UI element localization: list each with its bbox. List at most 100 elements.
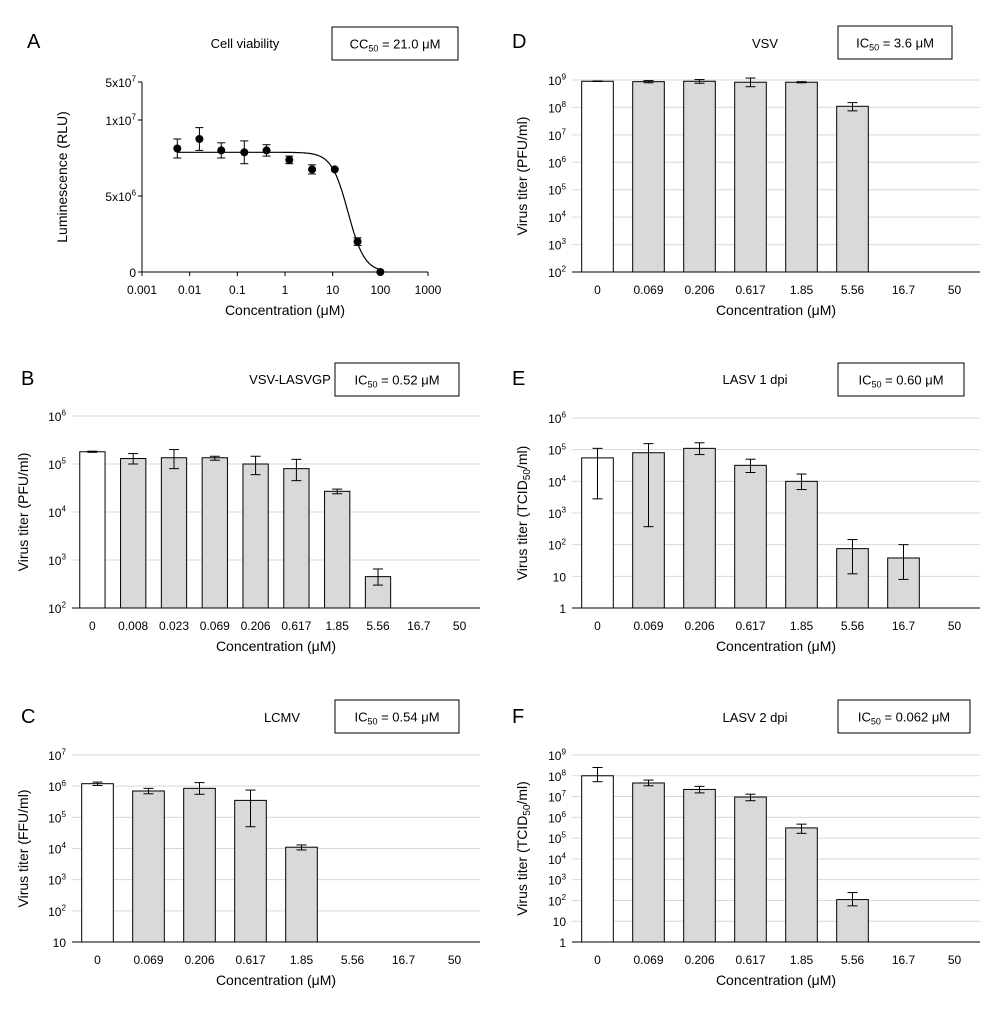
y-tick-label-exp: 5: [561, 442, 566, 451]
y-tick-label-base: 10: [48, 843, 62, 857]
stat-sub: 50: [367, 380, 377, 390]
x-tick-label: 5.56: [841, 283, 865, 297]
y-axis-label-main: Virus titer (TCID: [514, 480, 530, 580]
stat-prefix: IC: [856, 36, 869, 51]
y-tick-label-base: 1: [559, 936, 566, 950]
bar: [160, 457, 188, 609]
y-tick-label-base: 1: [559, 602, 566, 616]
panel-E: E LASV 1 dpi IC50 = 0.60 μM110102103104105…: [512, 362, 980, 654]
y-tick-label: 102: [48, 903, 66, 918]
y-tick-label-exp: 6: [561, 411, 566, 420]
x-tick-label: 1000: [415, 283, 442, 297]
chart-title: LASV 1 dpi: [722, 372, 787, 387]
bar: [79, 451, 106, 609]
stat-prefix: IC: [858, 373, 871, 388]
data-point: [173, 144, 182, 153]
stat-sub: 50: [367, 717, 377, 727]
y-tick-label-base: 1x10: [105, 114, 131, 128]
x-tick-label: 0.1: [229, 283, 246, 297]
data-point: [217, 146, 226, 155]
bar: [132, 790, 165, 943]
y-tick-label-exp: 7: [561, 789, 566, 798]
x-tick-label: 0: [594, 619, 601, 633]
y-tick-label-base: 10: [548, 894, 562, 908]
y-axis-label-tail: /ml): [514, 781, 530, 804]
y-tick-label: 102: [548, 265, 566, 280]
y-tick-label-base: 10: [48, 905, 62, 919]
y-axis-label: Luminescence (RLU): [54, 111, 70, 243]
stat-prefix: IC: [354, 710, 367, 725]
bar: [683, 447, 716, 609]
x-tick-label: 16.7: [407, 619, 431, 633]
y-tick-label: 104: [48, 505, 66, 520]
y-tick-label-exp: 5: [561, 182, 566, 191]
y-tick-label: 1: [559, 602, 566, 616]
data-point: [240, 148, 249, 157]
x-tick-label: 0.023: [159, 619, 189, 633]
x-tick-label: 5.56: [841, 619, 865, 633]
x-tick-label: 0: [594, 953, 601, 967]
y-tick-label-exp: 2: [61, 903, 66, 912]
y-tick-label: 105: [48, 457, 66, 472]
y-tick-label-exp: 8: [561, 100, 566, 109]
y-tick-label: 109: [548, 748, 566, 763]
panel-A: A Cell viability CC50 = 21.0 μM05x1061x107…: [27, 26, 459, 318]
y-tick-label: 109: [548, 73, 566, 88]
y-tick-label-exp: 4: [561, 210, 566, 219]
bar: [81, 783, 114, 943]
y-tick-label-base: 10: [548, 74, 562, 88]
y-tick-label-base: 10: [548, 266, 562, 280]
y-tick-label-exp: 9: [561, 748, 566, 757]
chart-title: VSV-LASVGP: [249, 372, 331, 387]
y-tick-label-exp: 7: [61, 748, 66, 757]
stat-prefix: CC: [350, 37, 369, 52]
panel-C: C LCMV IC50 = 0.54 μM101021031041051061070…: [15, 699, 480, 988]
stat-text: = 0.062 μM: [881, 710, 950, 725]
y-tick-label-exp: 5: [561, 831, 566, 840]
y-tick-label-base: 5x10: [105, 190, 131, 204]
y-tick-label: 106: [548, 155, 566, 170]
y-tick-label-exp: 6: [61, 409, 66, 418]
x-tick-label: 0.617: [735, 283, 765, 297]
x-tick-label: 16.7: [892, 953, 916, 967]
x-tick-label: 0.617: [735, 953, 765, 967]
bar: [836, 899, 869, 943]
y-tick-label-base: 10: [548, 239, 562, 253]
x-tick-label: 16.7: [892, 283, 916, 297]
y-tick-label-base: 10: [553, 915, 567, 929]
x-axis-label: Concentration (μM): [716, 638, 836, 654]
stat-sub: 50: [869, 43, 879, 53]
bar: [242, 463, 269, 609]
y-tick-label: 103: [48, 553, 66, 568]
y-axis-label-main: Virus titer (FFU/ml): [15, 790, 31, 908]
stat-box: [334, 362, 460, 397]
y-axis-label-main: Virus titer (PFU/ml): [514, 117, 530, 236]
y-axis-label: Virus titer (PFU/ml): [514, 117, 530, 236]
x-tick-label: 1.85: [326, 619, 350, 633]
panel-letter: C: [21, 706, 35, 728]
y-tick-label-exp: 2: [561, 537, 566, 546]
y-tick-label-base: 10: [548, 853, 562, 867]
y-tick-label: 105: [548, 442, 566, 457]
y-tick-label-base: 10: [53, 936, 67, 950]
x-axis-label: Concentration (μM): [716, 302, 836, 318]
chart-title: LASV 2 dpi: [722, 710, 787, 725]
bar: [683, 80, 716, 273]
y-tick-label-base: 10: [548, 156, 562, 170]
y-tick-label-base: 10: [548, 770, 562, 784]
y-tick-label-exp: 7: [131, 75, 136, 84]
chart-title: Cell viability: [211, 36, 280, 51]
stat-sub: 50: [368, 44, 378, 54]
stat-text: = 3.6 μM: [879, 36, 934, 51]
y-tick-label: 103: [548, 237, 566, 252]
panel-letter: F: [512, 706, 524, 728]
bar: [683, 788, 716, 943]
y-tick-label: 104: [48, 841, 66, 856]
x-axis-label: Concentration (μM): [216, 972, 336, 988]
bar: [734, 81, 767, 273]
y-axis-label-sub: 50: [522, 804, 533, 816]
x-tick-label: 0.617: [735, 619, 765, 633]
fit-curve: [177, 151, 381, 271]
bar: [785, 827, 818, 943]
